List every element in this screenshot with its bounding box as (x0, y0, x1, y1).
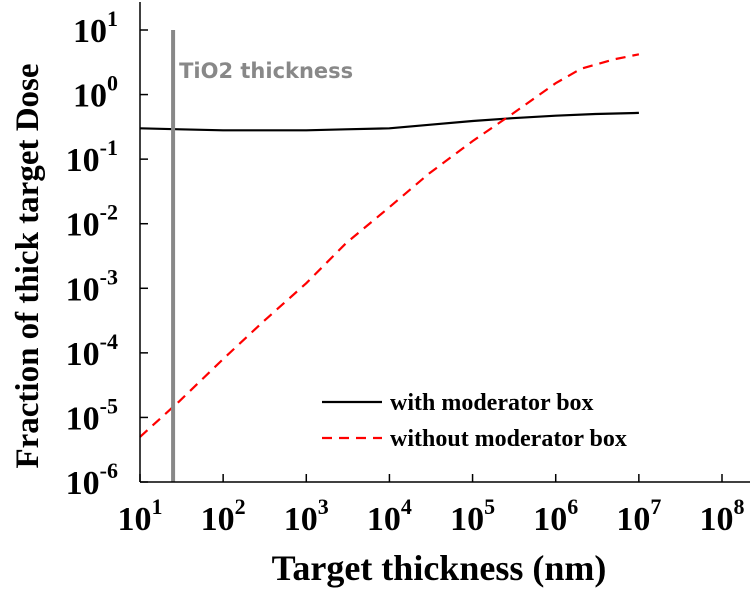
x-axis-title: Target thickness (nm) (272, 548, 607, 588)
x-tick-label: 108 (700, 494, 745, 538)
axes: 101 102 103 104 105 106 107 108 101 100 10-1 10-2 10… (66, 2, 750, 538)
legend-label-with-moderator: with moderator box (390, 390, 594, 416)
annotation-layer: TiO2 thickness (171, 30, 353, 482)
series-line-without-moderator (139, 53, 640, 438)
x-tick-label: 106 (533, 494, 578, 538)
x-tick-label: 103 (284, 494, 329, 538)
y-axis-title: Fraction of thick target Dose (10, 63, 46, 468)
series-layer (139, 53, 640, 438)
x-tick-label: 101 (118, 494, 163, 538)
legend: with moderator box without moderator box (322, 390, 627, 452)
y-tick-label: 101 (73, 6, 118, 50)
tio2-thickness-annotation: TiO2 thickness (179, 59, 353, 83)
y-tick-label: 100 (73, 71, 118, 115)
x-tick-label: 102 (201, 494, 246, 538)
y-tick-label: 10-3 (66, 264, 118, 308)
series-line-with-moderator (139, 111, 639, 132)
y-tick-label: 10-2 (66, 200, 118, 244)
legend-label-without-moderator: without moderator box (390, 426, 627, 452)
y-tick-label: 10-6 (66, 458, 118, 502)
x-tick-label: 104 (367, 494, 412, 538)
y-tick-label: 10-1 (66, 135, 118, 179)
x-tick-label: 105 (450, 494, 495, 538)
x-tick-label: 107 (616, 494, 661, 538)
y-tick-label: 10-5 (66, 393, 118, 437)
y-tick-label: 10-4 (66, 329, 118, 373)
